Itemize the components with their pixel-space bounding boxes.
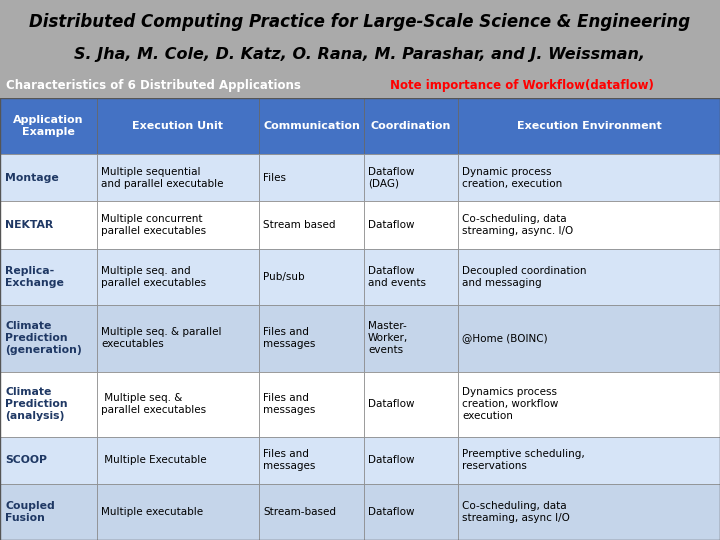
Text: Dataflow: Dataflow xyxy=(368,399,415,409)
Bar xyxy=(259,484,364,540)
Bar xyxy=(364,372,458,436)
Bar xyxy=(364,201,458,249)
Bar xyxy=(364,305,458,372)
Text: Coupled
Fusion: Coupled Fusion xyxy=(5,501,55,523)
Text: Distributed Computing Practice for Large-Scale Science & Engineering: Distributed Computing Practice for Large… xyxy=(30,12,690,31)
Bar xyxy=(259,98,364,154)
Text: Dynamics process
creation, workflow
execution: Dynamics process creation, workflow exec… xyxy=(462,387,559,421)
Text: Note importance of Workflow(dataflow): Note importance of Workflow(dataflow) xyxy=(390,78,654,91)
Text: Multiple seq. and
parallel executables: Multiple seq. and parallel executables xyxy=(101,266,206,288)
Text: Multiple sequential
and parallel executable: Multiple sequential and parallel executa… xyxy=(101,167,223,189)
Text: Dataflow: Dataflow xyxy=(368,455,415,465)
Text: Replica-
Exchange: Replica- Exchange xyxy=(5,266,64,288)
Text: Communication: Communication xyxy=(263,121,360,131)
Bar xyxy=(0,201,97,249)
Text: Files and
messages: Files and messages xyxy=(263,327,315,349)
Text: Pub/sub: Pub/sub xyxy=(263,272,305,282)
Text: Dataflow: Dataflow xyxy=(368,220,415,230)
Bar xyxy=(97,436,259,484)
Bar xyxy=(259,305,364,372)
Text: Execution Unit: Execution Unit xyxy=(132,121,223,131)
Text: Files: Files xyxy=(263,173,286,183)
Text: Montage: Montage xyxy=(5,173,59,183)
Text: Decoupled coordination
and messaging: Decoupled coordination and messaging xyxy=(462,266,587,288)
Bar xyxy=(259,154,364,201)
Text: Multiple concurrent
parallel executables: Multiple concurrent parallel executables xyxy=(101,214,206,236)
Bar xyxy=(458,249,720,305)
Bar xyxy=(259,201,364,249)
Bar xyxy=(97,484,259,540)
Bar xyxy=(458,154,720,201)
Text: SCOOP: SCOOP xyxy=(5,455,47,465)
Bar xyxy=(364,436,458,484)
Text: Dataflow
(DAG): Dataflow (DAG) xyxy=(368,167,415,189)
Bar xyxy=(0,249,97,305)
Text: Application
Example: Application Example xyxy=(13,115,84,137)
Bar xyxy=(97,201,259,249)
Bar xyxy=(259,372,364,436)
Bar xyxy=(458,305,720,372)
Text: S. Jha, M. Cole, D. Katz, O. Rana, M. Parashar, and J. Weissman,: S. Jha, M. Cole, D. Katz, O. Rana, M. Pa… xyxy=(74,46,646,62)
Bar xyxy=(97,154,259,201)
Bar xyxy=(0,372,97,436)
Text: Characteristics of 6 Distributed Applications: Characteristics of 6 Distributed Applica… xyxy=(6,78,301,91)
Text: Files and
messages: Files and messages xyxy=(263,393,315,415)
Bar xyxy=(458,484,720,540)
Text: Co-scheduling, data
streaming, async I/O: Co-scheduling, data streaming, async I/O xyxy=(462,501,570,523)
Text: Files and
messages: Files and messages xyxy=(263,449,315,471)
Bar xyxy=(458,201,720,249)
Bar xyxy=(364,249,458,305)
Bar xyxy=(364,154,458,201)
Text: Stream-based: Stream-based xyxy=(263,507,336,517)
Text: Dataflow
and events: Dataflow and events xyxy=(368,266,426,288)
Bar xyxy=(0,436,97,484)
Text: NEKTAR: NEKTAR xyxy=(5,220,53,230)
Bar xyxy=(259,249,364,305)
Text: Co-scheduling, data
streaming, async. I/O: Co-scheduling, data streaming, async. I/… xyxy=(462,214,573,236)
Bar xyxy=(0,484,97,540)
Bar xyxy=(458,372,720,436)
Text: Dataflow: Dataflow xyxy=(368,507,415,517)
Bar xyxy=(364,98,458,154)
Text: Dynamic process
creation, execution: Dynamic process creation, execution xyxy=(462,167,562,189)
Text: Multiple seq. &
parallel executables: Multiple seq. & parallel executables xyxy=(101,393,206,415)
Text: Climate
Prediction
(generation): Climate Prediction (generation) xyxy=(5,321,82,355)
Bar xyxy=(97,249,259,305)
Text: Master-
Worker,
events: Master- Worker, events xyxy=(368,321,408,355)
Bar xyxy=(97,305,259,372)
Bar xyxy=(97,98,259,154)
Text: Coordination: Coordination xyxy=(371,121,451,131)
Bar xyxy=(458,436,720,484)
Text: @Home (BOINC): @Home (BOINC) xyxy=(462,333,548,343)
Text: Stream based: Stream based xyxy=(263,220,336,230)
Text: Multiple executable: Multiple executable xyxy=(101,507,203,517)
Bar xyxy=(0,305,97,372)
Bar xyxy=(458,98,720,154)
Bar xyxy=(0,98,97,154)
Text: Multiple seq. & parallel
executables: Multiple seq. & parallel executables xyxy=(101,327,222,349)
Text: Multiple Executable: Multiple Executable xyxy=(101,455,207,465)
Text: Preemptive scheduling,
reservations: Preemptive scheduling, reservations xyxy=(462,449,585,471)
Text: Climate
Prediction
(analysis): Climate Prediction (analysis) xyxy=(5,387,68,421)
Bar xyxy=(259,436,364,484)
Bar xyxy=(0,154,97,201)
Text: Execution Environment: Execution Environment xyxy=(517,121,662,131)
Bar xyxy=(364,484,458,540)
Bar xyxy=(97,372,259,436)
